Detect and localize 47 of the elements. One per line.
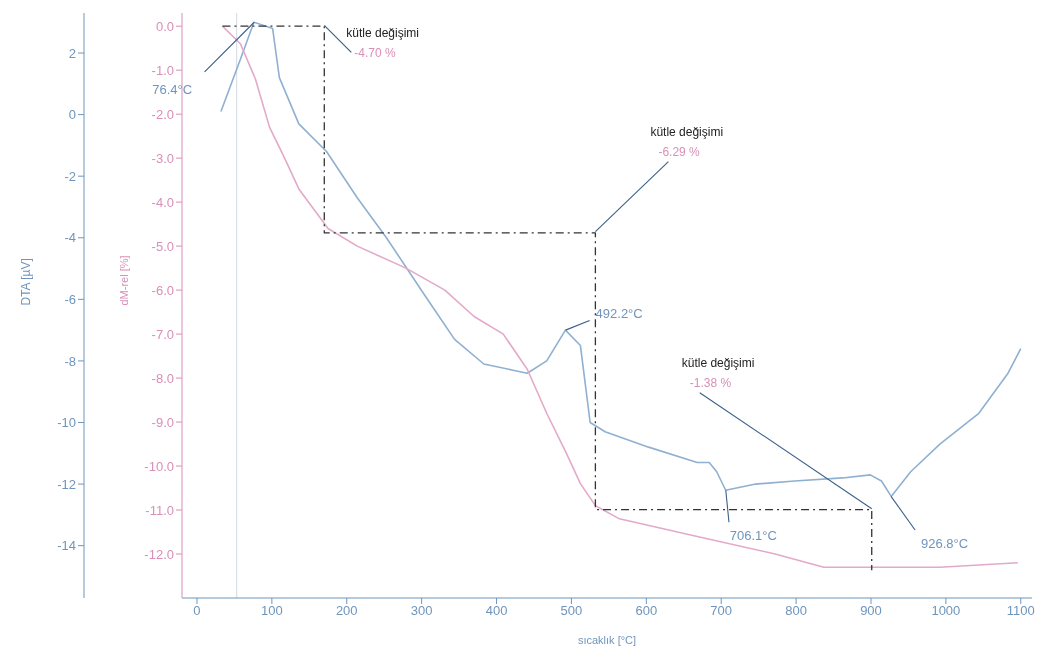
annotation: 926.8°C — [921, 536, 969, 552]
annotation: 76.4°C — [152, 82, 193, 98]
annotation: kütle değişimi — [681, 355, 755, 370]
y-tick-label: -10 — [57, 415, 76, 431]
annotation: -1.38 % — [689, 375, 732, 390]
y-tick-label: -8 — [64, 353, 76, 369]
y-tick-label: -2 — [64, 168, 76, 184]
y2-axis-title: dM-rel [%] — [117, 255, 130, 306]
y2-tick-label: -7.0 — [151, 326, 174, 342]
x-tick-label: 1100 — [1006, 603, 1035, 619]
x-tick-label: 700 — [710, 603, 733, 619]
y-tick-label: -6 — [64, 291, 76, 307]
y2-tick-label: -3.0 — [151, 150, 174, 166]
y-tick-label: -14 — [57, 538, 76, 554]
x-tick-label: 100 — [261, 603, 283, 619]
y2-tick-label: -1.0 — [151, 62, 174, 78]
y2-tick-label: -6.0 — [151, 282, 174, 298]
x-tick-label: 400 — [485, 603, 508, 619]
y2-tick-label: -11.0 — [145, 502, 174, 518]
y-axis-title: DTA [µV] — [19, 258, 34, 306]
y2-tick-label: -4.0 — [151, 194, 174, 210]
x-tick-label: 800 — [785, 603, 807, 619]
x-tick-label: 0 — [193, 603, 201, 619]
annotation: -4.70 % — [354, 46, 396, 61]
y2-tick-label: -5.0 — [151, 238, 174, 254]
x-tick-label: 600 — [635, 603, 658, 619]
x-tick-label: 300 — [410, 603, 433, 619]
annotation: 706.1°C — [729, 528, 777, 544]
annotation: kütle değişimi — [650, 124, 724, 139]
y2-tick-label: -2.0 — [151, 106, 174, 122]
x-tick-label: 200 — [335, 603, 358, 619]
x-tick-label: 900 — [860, 603, 882, 619]
y2-tick-label: -9.0 — [151, 414, 174, 430]
annotation: -6.29 % — [658, 144, 701, 159]
x-tick-label: 1000 — [931, 603, 961, 619]
y2-tick-label: -8.0 — [151, 370, 174, 386]
x-axis-title: sıcaklık [°C] — [577, 634, 637, 646]
annotation: 492.2°C — [595, 306, 643, 322]
y-tick-label: 2 — [68, 45, 76, 61]
annotation: kütle değişimi — [346, 26, 419, 41]
x-tick-label: 500 — [560, 603, 583, 619]
y-tick-label: 0 — [68, 107, 76, 123]
y2-tick-label: -12.0 — [144, 546, 174, 562]
y-tick-label: -12 — [57, 476, 76, 492]
y2-tick-label: 0.0 — [155, 18, 174, 34]
y-tick-label: -4 — [64, 230, 76, 246]
y2-tick-label: -10.0 — [144, 458, 174, 474]
